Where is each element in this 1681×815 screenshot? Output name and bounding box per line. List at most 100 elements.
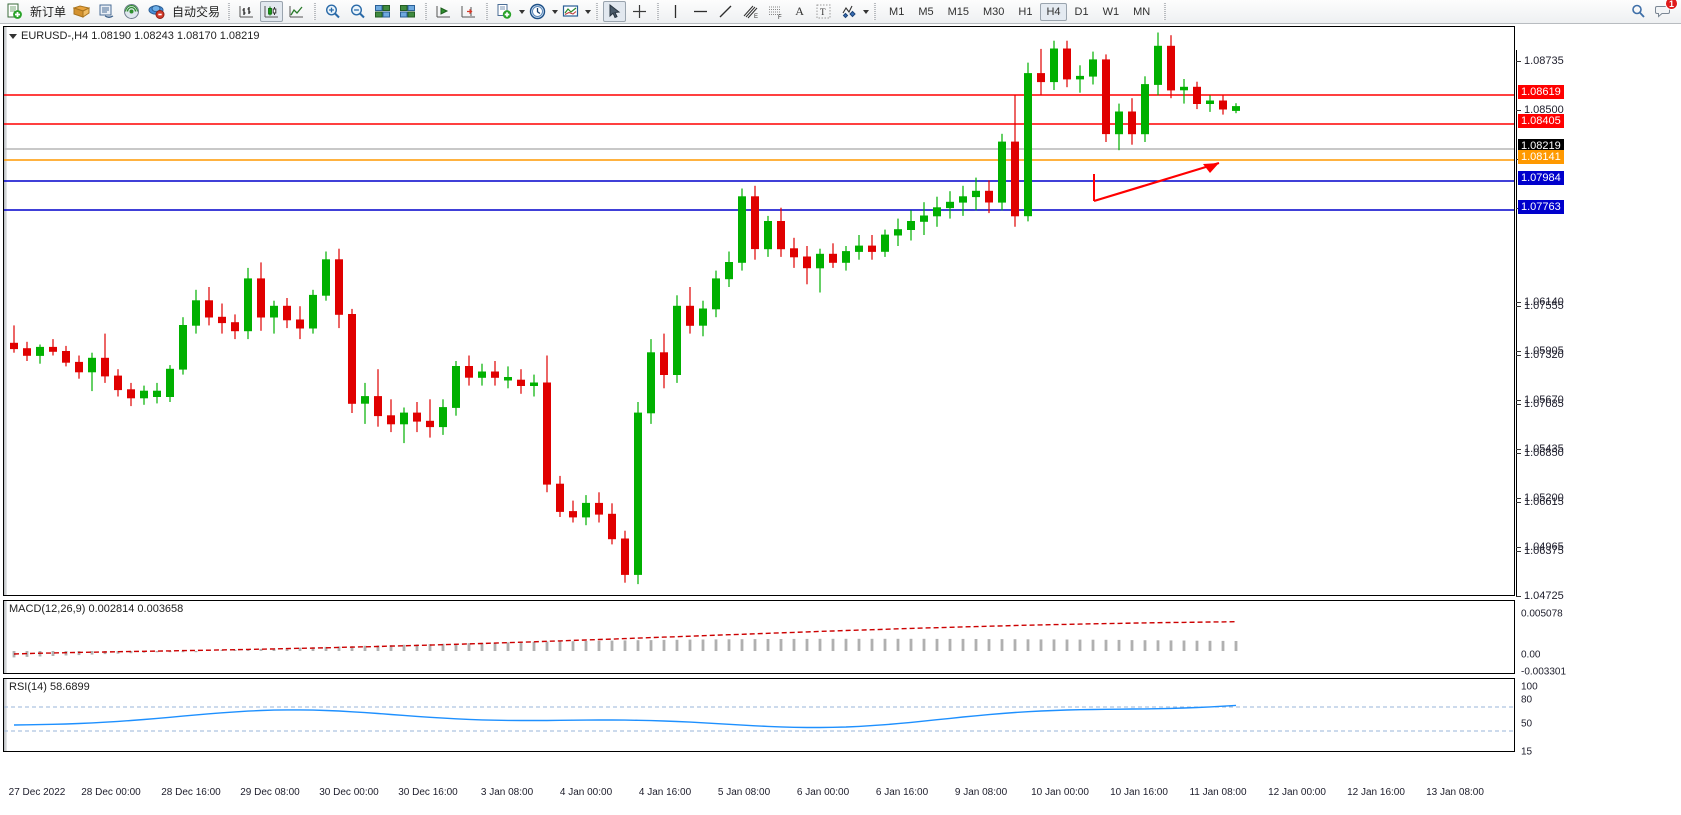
cursor-icon[interactable]: [603, 1, 627, 22]
zoom-in-icon[interactable]: [321, 1, 344, 22]
svg-text:F: F: [778, 15, 782, 20]
chat-icon[interactable]: 1: [1652, 0, 1678, 22]
price-level-pivot: 1.08141: [1518, 150, 1564, 164]
chart-area: EURUSD-,H4 1.08190 1.08243 1.08170 1.082…: [0, 24, 1681, 815]
objects-dropdown-caret[interactable]: [863, 9, 870, 14]
price-tick: 1.06140: [1516, 296, 1564, 308]
indicators-icon[interactable]: [493, 1, 516, 22]
price-tick: 1.07085: [1516, 398, 1564, 410]
macd-scrollbar[interactable]: [4, 601, 7, 673]
timeframe-m1[interactable]: M1: [889, 5, 905, 18]
expert-advisor-icon[interactable]: [145, 1, 168, 22]
text-label-icon[interactable]: T: [812, 1, 835, 22]
time-tick: 30 Dec 16:00: [398, 787, 458, 798]
period-dropdown-caret[interactable]: [552, 9, 559, 14]
rsi-line: [13, 704, 1237, 729]
timeframe-h1[interactable]: H1: [1018, 5, 1033, 18]
timeframe-mn[interactable]: MN: [1133, 5, 1151, 18]
toolbar-separator: [313, 2, 317, 21]
time-tick: 11 Jan 08:00: [1189, 787, 1247, 798]
svg-text:E: E: [754, 14, 758, 20]
price-tick: 1.05435: [1516, 443, 1564, 455]
price-tick: 1.04965: [1516, 541, 1564, 553]
rsi-tick: 15: [1521, 746, 1533, 758]
price-tick: 1.08500: [1516, 104, 1564, 116]
time-tick: 5 Jan 08:00: [717, 787, 771, 798]
price-axis-lower: 1.06140 1.05905 1.05670 1.05435 1.05200 …: [1516, 296, 1681, 602]
timeframe-group: M1 M5 M15 M30 H1 H4 D1 W1 MN: [880, 1, 1159, 23]
shift-chart-icon[interactable]: [432, 1, 455, 22]
macd-label: MACD(12,26,9) 0.002814 0.003658: [9, 603, 184, 615]
autotrade-label[interactable]: 自动交易: [172, 5, 221, 19]
time-tick: 3 Jan 08:00: [480, 787, 534, 798]
price-axis-line: [1516, 50, 1517, 596]
price-tick: 1.06850: [1516, 447, 1564, 459]
time-axis[interactable]: 27 Dec 2022 28 Dec 00:00 28 Dec 16:00 29…: [3, 784, 1515, 804]
new-order-icon[interactable]: [3, 1, 26, 22]
price-axis[interactable]: 1.08735 1.08500 1.08265 1.08030 1.07555 …: [1516, 50, 1681, 596]
price-level-support-2: 1.07763: [1518, 200, 1564, 214]
price-level-support-1: 1.07984: [1518, 171, 1564, 185]
objects-icon[interactable]: [837, 1, 860, 22]
time-tick: 12 Jan 00:00: [1268, 787, 1326, 798]
timeframe-d1[interactable]: D1: [1074, 5, 1089, 18]
signal-icon[interactable]: [120, 1, 143, 22]
timeframe-m30[interactable]: M30: [983, 5, 1005, 18]
trend-arrow-annotation: [1093, 161, 1220, 203]
price-tick: 1.05670: [1516, 394, 1564, 406]
vertical-line-icon[interactable]: [664, 1, 687, 22]
price-chart-pane[interactable]: EURUSD-,H4 1.08190 1.08243 1.08170 1.082…: [3, 26, 1515, 596]
search-icon[interactable]: [1627, 1, 1650, 22]
templates-icon[interactable]: [559, 1, 582, 22]
current-price-label: 1.08219: [1518, 139, 1564, 153]
time-tick: 29 Dec 08:00: [240, 787, 300, 798]
indicators-dropdown-caret[interactable]: [519, 9, 526, 14]
rsi-scrollbar[interactable]: [4, 679, 7, 751]
price-tick: 1.08735: [1516, 55, 1564, 67]
timeframe-m5[interactable]: M5: [918, 5, 934, 18]
price-candles-svg: [4, 32, 1514, 585]
crosshair-icon[interactable]: [628, 1, 651, 22]
line-chart-icon[interactable]: [285, 1, 308, 22]
rsi-pane[interactable]: RSI(14) 58.6899: [3, 678, 1515, 752]
macd-tick: 0.00: [1521, 649, 1541, 661]
time-tick: 4 Jan 16:00: [638, 787, 692, 798]
bar-chart-icon[interactable]: [235, 1, 258, 22]
equidistant-channel-icon[interactable]: E: [739, 1, 762, 22]
price-tick: 1.06615: [1516, 496, 1564, 508]
macd-tick: 0.005078: [1521, 608, 1563, 620]
period-icon[interactable]: [526, 1, 549, 22]
new-order-label[interactable]: 新订单: [30, 5, 67, 19]
autoscroll-icon[interactable]: [457, 1, 480, 22]
toolbar-separator: [227, 2, 231, 21]
rsi-axis: 100 80 50 15: [1516, 678, 1681, 758]
price-tick: 1.07555: [1516, 300, 1564, 312]
folder-icon[interactable]: [70, 1, 93, 22]
price-level-lines: [4, 94, 1514, 211]
templates-dropdown-caret[interactable]: [585, 9, 592, 14]
text-icon[interactable]: A: [795, 4, 804, 18]
candlestick-chart-icon[interactable]: [260, 1, 284, 22]
zoom-out-icon[interactable]: [346, 1, 369, 22]
fibonacci-icon[interactable]: F: [764, 1, 787, 22]
toolbar-separator: [656, 2, 660, 21]
chevron-down-icon[interactable]: [9, 33, 17, 39]
timeframe-m15[interactable]: M15: [947, 5, 969, 18]
rsi-tick: 100: [1521, 681, 1538, 693]
timeframe-w1[interactable]: W1: [1102, 5, 1120, 18]
trendline-icon[interactable]: [714, 1, 737, 22]
tile-windows-icon[interactable]: [371, 1, 394, 22]
rsi-tick: 80: [1521, 694, 1533, 706]
candlestick-series: [10, 32, 1241, 585]
time-tick: 27 Dec 2022: [8, 787, 66, 798]
publish-icon[interactable]: [95, 1, 118, 22]
toolbar-separator: [485, 2, 489, 21]
macd-pane[interactable]: MACD(12,26,9) 0.002814 0.003658: [3, 600, 1515, 674]
horizontal-line-icon[interactable]: [689, 1, 712, 22]
grid-windows-icon[interactable]: [396, 1, 419, 22]
macd-svg: [12, 621, 1238, 658]
timeframe-h4[interactable]: H4: [1040, 2, 1067, 21]
chart-scrollbar[interactable]: [4, 27, 7, 595]
rsi-tick: 50: [1521, 718, 1533, 730]
